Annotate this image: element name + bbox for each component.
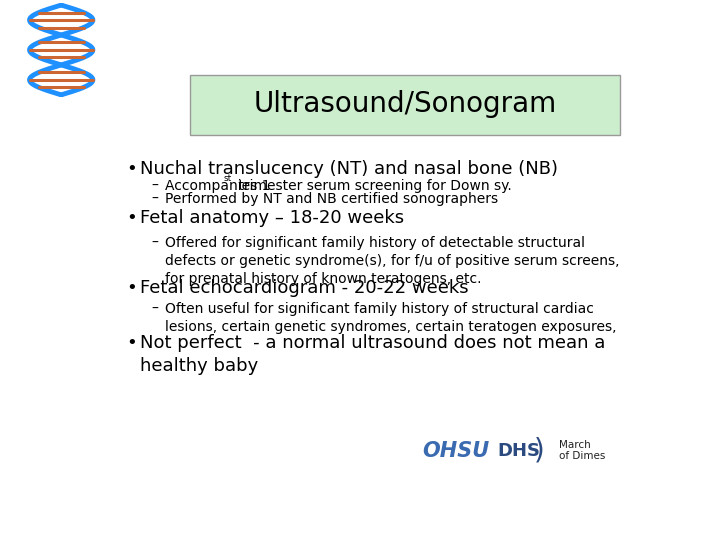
Text: Not perfect  - a normal ultrasound does not mean a
healthy baby: Not perfect - a normal ultrasound does n… [140, 334, 606, 375]
FancyBboxPatch shape [190, 75, 620, 136]
Text: Ultrasound/Sonogram: Ultrasound/Sonogram [253, 90, 557, 118]
Text: •: • [126, 210, 137, 227]
Text: –: – [151, 179, 158, 193]
Text: Performed by NT and NB certified sonographers: Performed by NT and NB certified sonogra… [166, 192, 498, 206]
Text: Nuchal translucency (NT) and nasal bone (NB): Nuchal translucency (NT) and nasal bone … [140, 160, 558, 178]
Text: DHS: DHS [498, 442, 540, 460]
Text: –: – [151, 302, 158, 316]
Text: ): ) [534, 437, 544, 464]
Text: –: – [151, 192, 158, 206]
Text: Fetal anatomy – 18-20 weeks: Fetal anatomy – 18-20 weeks [140, 210, 405, 227]
Text: Often useful for significant family history of structural cardiac
lesions, certa: Often useful for significant family hist… [166, 302, 617, 334]
Text: –: – [151, 236, 158, 250]
Text: Accompanies 1: Accompanies 1 [166, 179, 271, 193]
Text: •: • [126, 334, 137, 352]
Text: March
of Dimes: March of Dimes [559, 440, 605, 462]
Text: st: st [224, 174, 232, 183]
Text: Fetal echocardiogram - 20-22 weeks: Fetal echocardiogram - 20-22 weeks [140, 279, 469, 298]
Text: trimester serum screening for Down sy.: trimester serum screening for Down sy. [234, 179, 512, 193]
Text: •: • [126, 279, 137, 298]
Text: Offered for significant family history of detectable structural
defects or genet: Offered for significant family history o… [166, 236, 620, 286]
Text: •: • [126, 160, 137, 178]
Text: OHSU: OHSU [422, 441, 490, 461]
